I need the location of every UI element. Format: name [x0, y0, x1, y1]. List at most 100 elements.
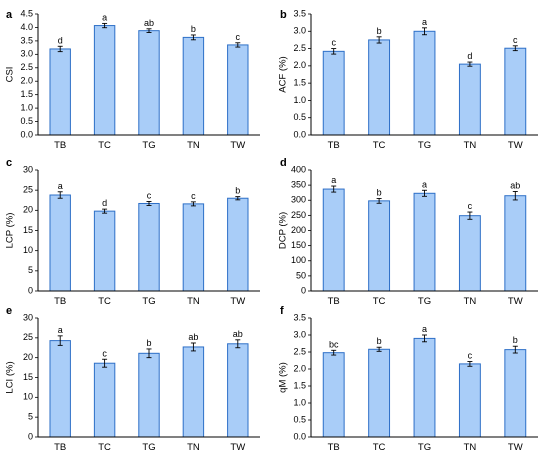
x-tick-label: TG [142, 140, 155, 151]
y-tick-label: 25 [23, 332, 33, 342]
x-tick-label: TN [187, 296, 200, 307]
significance-letter: c [468, 351, 473, 361]
chart-panel-b: b ACF (%) 0.0 0.5 1.0 1.5 2.0 2.5 3.0 3.5 c TB b TC a T… [278, 8, 538, 151]
x-tick-label: TC [98, 296, 111, 307]
bar [458, 363, 481, 438]
x-tick-label: TB [54, 296, 66, 307]
significance-letter: ab [233, 329, 243, 339]
significance-letter: c [102, 348, 107, 358]
y-axis-label: CSI [5, 67, 16, 83]
bar [182, 346, 205, 438]
y-tick-label: 150 [291, 240, 306, 250]
y-tick-label: 2.0 [293, 60, 306, 70]
chart-panel-d: d DCP (%) 0 50 100 150 200 250 300 350 400 a TB b TC a T… [278, 157, 538, 307]
chart-panel-f: fqM (%)0.00.51.01.52.02.53.03.5bcTBbTCaT… [278, 305, 538, 453]
bar [93, 362, 116, 438]
x-tick-label: TG [142, 442, 155, 453]
significance-letter: a [102, 12, 107, 22]
x-tick-label: TN [464, 140, 477, 151]
x-tick-label: TW [230, 140, 245, 151]
bar [93, 210, 116, 292]
y-axis-label: LCP (%) [5, 213, 16, 249]
bar [227, 343, 249, 438]
y-tick-label: 5 [28, 265, 33, 275]
y-tick-label: 0.5 [20, 116, 33, 126]
y-tick-label: 0 [28, 431, 33, 441]
y-tick-label: 2.5 [293, 346, 306, 356]
y-tick-label: 1.5 [293, 78, 306, 88]
y-tick-label: 3.0 [293, 329, 306, 339]
significance-letter: d [467, 51, 472, 61]
bar [368, 200, 391, 292]
x-tick-label: TC [98, 442, 111, 453]
y-tick-label: 10 [23, 245, 33, 255]
y-tick-label: 20 [23, 352, 33, 362]
significance-letter: d [58, 35, 63, 45]
y-tick-label: 3.5 [293, 8, 306, 18]
y-tick-label: 3.0 [20, 49, 33, 59]
bar [138, 202, 160, 292]
y-tick-label: 2.0 [293, 363, 306, 373]
x-tick-label: TB [54, 442, 66, 453]
y-tick-label: 5 [28, 412, 33, 422]
bar [227, 197, 249, 292]
y-tick-label: 0 [301, 285, 306, 295]
bar [504, 47, 527, 136]
y-tick-label: 30 [23, 164, 33, 174]
x-tick-label: TB [328, 296, 340, 307]
y-tick-label: 400 [291, 164, 306, 174]
x-tick-label: TG [418, 296, 431, 307]
x-tick-label: TW [230, 296, 245, 307]
y-tick-label: 1.0 [293, 397, 306, 407]
bar [322, 50, 345, 136]
significance-letter: d [102, 198, 107, 208]
y-tick-label: 0 [28, 285, 33, 295]
significance-letter: c [236, 32, 241, 42]
x-tick-label: TW [230, 442, 245, 453]
significance-letter: a [331, 175, 336, 185]
x-tick-label: TG [142, 296, 155, 307]
panel-label: f [280, 305, 284, 317]
panel-label: d [280, 157, 287, 169]
x-tick-label: TW [508, 296, 523, 307]
y-tick-label: 100 [291, 255, 306, 265]
x-tick-label: TC [373, 140, 386, 151]
bar [322, 352, 345, 438]
y-tick-label: 2.5 [293, 43, 306, 53]
bar [458, 63, 481, 136]
y-axis-label: LCI (%) [5, 361, 16, 393]
y-tick-label: 0.0 [293, 431, 306, 441]
y-tick-label: 2.0 [20, 76, 33, 86]
y-tick-label: 3.5 [293, 312, 306, 322]
y-tick-label: 0.0 [293, 129, 306, 139]
y-axis-label: ACF (%) [278, 56, 289, 92]
significance-letter: ab [144, 18, 154, 28]
y-axis-label: DCP (%) [278, 212, 289, 249]
bar [368, 348, 391, 438]
x-tick-label: TB [54, 140, 66, 151]
x-tick-label: TN [464, 296, 477, 307]
bar [413, 30, 436, 136]
bar [49, 340, 71, 438]
x-tick-label: TN [187, 140, 200, 151]
significance-letter: b [377, 187, 382, 197]
bar [368, 39, 391, 136]
bar [182, 36, 205, 136]
significance-letter: bc [329, 339, 339, 349]
bar [413, 192, 436, 292]
x-tick-label: TN [464, 442, 477, 453]
panel-label: e [6, 305, 12, 317]
significance-letter: b [191, 24, 196, 34]
x-tick-label: TC [373, 442, 386, 453]
x-tick-label: TG [418, 140, 431, 151]
y-tick-label: 20 [23, 205, 33, 215]
significance-letter: b [377, 26, 382, 36]
y-tick-label: 350 [291, 180, 306, 190]
panel-label: a [6, 9, 13, 21]
y-tick-label: 10 [23, 392, 33, 402]
significance-letter: c [191, 191, 196, 201]
significance-letter: b [146, 338, 151, 348]
y-tick-label: 3.5 [20, 35, 33, 45]
bar [138, 30, 160, 136]
y-tick-label: 1.5 [20, 89, 33, 99]
